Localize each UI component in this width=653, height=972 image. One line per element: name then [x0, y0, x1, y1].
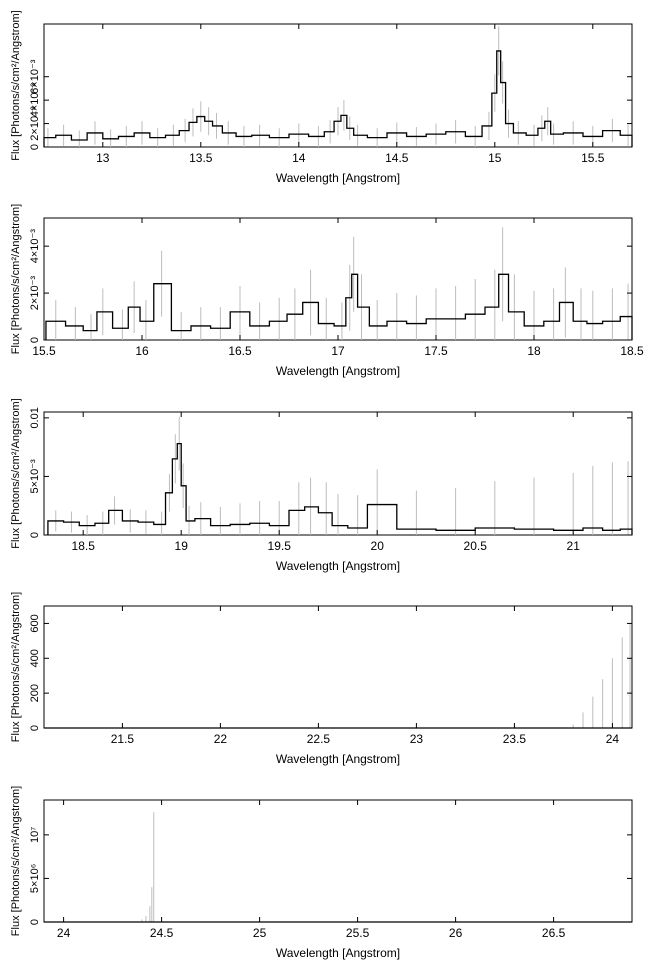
panel-3: 18.5 19 19.5 20 20.5 21 0 5×10⁻³ 0.01 Wavelength … — [10, 398, 633, 573]
y-axis-label: Flux [Photons/s/cm²/Angstrom] — [10, 786, 22, 936]
y-tick-label: 600 — [29, 614, 41, 632]
y-tick-label: 0 — [29, 919, 41, 925]
y-tick-label: 5×10⁻³ — [29, 459, 41, 494]
x-tick-label: 22 — [214, 732, 228, 746]
x-tick-label: 23 — [410, 732, 424, 746]
y-axis-label: Flux [Photons/s/cm²/Angstrom] — [10, 204, 22, 354]
x-axis-label: Wavelength [Angstrom] — [276, 946, 400, 960]
x-tick-label: 26.5 — [542, 926, 566, 940]
x-axis-label: Wavelength [Angstrom] — [276, 559, 400, 573]
x-tick-label: 15.5 — [32, 344, 56, 358]
x-tick-label: 13 — [96, 151, 110, 165]
y-tick-label: 0 — [29, 532, 41, 538]
x-tick-label: 19 — [175, 539, 189, 553]
y-tick-label: 6×10⁻³ — [29, 59, 41, 94]
x-tick-label: 24 — [57, 926, 71, 940]
x-axis-label: Wavelength [Angstrom] — [276, 171, 400, 185]
x-tick-label: 21 — [567, 539, 581, 553]
x-tick-label: 25 — [253, 926, 267, 940]
y-tick-label: 2×10⁻³ — [29, 106, 41, 141]
x-tick-label: 22.5 — [307, 732, 331, 746]
x-tick-label: 14 — [292, 151, 306, 165]
x-axis-label: Wavelength [Angstrom] — [276, 364, 400, 378]
plot-frame — [43, 799, 633, 923]
x-tick-label: 17.5 — [424, 344, 448, 358]
x-tick-label: 19.5 — [268, 539, 292, 553]
x-tick-label: 18 — [527, 344, 541, 358]
y-tick-label: 200 — [29, 684, 41, 702]
y-tick-label: 4×10⁻³ — [29, 229, 41, 264]
x-tick-label: 13.5 — [189, 151, 213, 165]
spectrum-series-1 — [43, 50, 633, 147]
x-tick-label: 17 — [331, 344, 345, 358]
x-tick-label: 26 — [449, 926, 463, 940]
x-tick-label: 25.5 — [346, 926, 370, 940]
x-tick-label: 24 — [606, 732, 620, 746]
spectrum-series-1 — [45, 273, 633, 340]
x-tick-label: 14.5 — [385, 151, 409, 165]
y-tick-label: 0.01 — [29, 407, 41, 428]
y-tick-label: 5×10⁶ — [29, 864, 41, 893]
x-tick-label: 15 — [488, 151, 502, 165]
y-tick-label: 0 — [29, 725, 41, 731]
x-tick-label: 18.5 — [620, 344, 644, 358]
y-tick-label: 0 — [29, 144, 41, 150]
x-tick-label: 24.5 — [150, 926, 174, 940]
y-axis-label: Flux [Photons/s/cm²/Angstrom] — [10, 592, 22, 742]
x-tick-label: 16 — [135, 344, 149, 358]
x-tick-label: 23.5 — [503, 732, 527, 746]
x-tick-label: 15.5 — [581, 151, 605, 165]
y-axis-label: Flux [Photons/s/cm²/Angstrom] — [10, 398, 22, 548]
plot-frame — [43, 23, 633, 148]
x-tick-label: 21.5 — [111, 732, 135, 746]
x-tick-label: 18.5 — [72, 539, 96, 553]
panel-1: 13 13.5 14 14.5 15 15.5 0 2×10⁻³4×10⁻³6×10⁻³ Wav… — [10, 10, 633, 185]
x-tick-label: 20.5 — [464, 539, 488, 553]
y-tick-label: 400 — [29, 649, 41, 667]
y-tick-label: 10⁷ — [29, 827, 41, 843]
plot-frame — [43, 605, 633, 729]
y-axis-label: Flux [Photons/s/cm²/Angstrom] — [10, 10, 22, 160]
x-tick-label: 20 — [371, 539, 385, 553]
panel-4: 21.5 22 22.5 23 23.5 24 0 200 400 600 Wavelength [… — [10, 592, 633, 766]
y-tick-label: 4×10⁻³ — [29, 83, 41, 118]
spectrum-series-1 — [47, 442, 633, 535]
y-tick-label: 2×10⁻³ — [29, 276, 41, 311]
panel-2: 15.5 16 16.5 17 17.5 18 18.5 0 2×10⁻³ 4×10⁻³ Wavel… — [10, 204, 644, 378]
panel-5: 24 24.5 25 25.5 26 26.5 0 5×10⁶ 10⁷ Wavelength [A… — [10, 786, 633, 960]
x-axis-label: Wavelength [Angstrom] — [276, 752, 400, 766]
x-tick-label: 16.5 — [228, 344, 252, 358]
y-tick-label: 0 — [29, 337, 41, 343]
